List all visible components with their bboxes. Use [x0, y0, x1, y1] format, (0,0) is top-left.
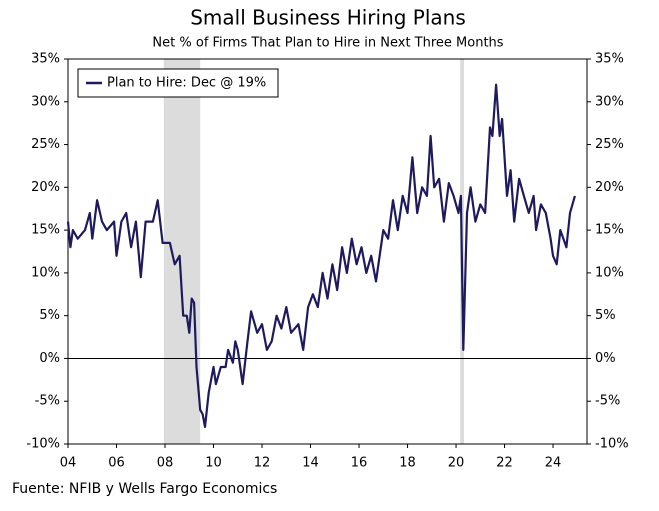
- plot-frame: [67, 58, 588, 445]
- x-tick-label: 04: [60, 456, 77, 471]
- y2-tick-label: 30%: [595, 94, 624, 109]
- y-tick-label: 25%: [31, 137, 60, 152]
- y2-tick-label: -10%: [595, 437, 629, 452]
- y-tick-label: 10%: [31, 265, 60, 280]
- recession-shade: [163, 59, 201, 444]
- x-tick-label: 18: [399, 456, 416, 471]
- y-tick-label: 20%: [31, 180, 60, 195]
- y-tick-label: 5%: [39, 308, 60, 323]
- x-tick-label: 20: [448, 456, 465, 471]
- legend-box: [77, 68, 279, 98]
- y2-tick-label: 15%: [595, 223, 624, 238]
- source: Fuente: NFIB y Wells Fargo Economics: [12, 481, 277, 497]
- x-tick-label: 16: [351, 456, 368, 471]
- y-tick-label: 15%: [31, 223, 60, 238]
- y2-tick-label: 35%: [595, 52, 624, 67]
- x-tick-label: 22: [496, 456, 513, 471]
- y-tick-label: 35%: [31, 52, 60, 67]
- y-tick-label: -5%: [35, 394, 60, 409]
- y2-tick-label: 20%: [595, 180, 624, 195]
- x-tick-label: 08: [157, 456, 174, 471]
- y2-tick-label: 0%: [595, 351, 616, 366]
- series-line: [66, 83, 576, 428]
- x-tick-label: 06: [108, 456, 125, 471]
- x-tick-label: 12: [254, 456, 271, 471]
- x-tick-label: 14: [302, 456, 319, 471]
- chart-subtitle: Net % of Firms That Plan to Hire in Next…: [152, 36, 503, 51]
- y-tick-label: 0%: [39, 351, 60, 366]
- y2-tick-label: 10%: [595, 265, 624, 280]
- y-tick-label: -10%: [26, 437, 60, 452]
- y2-tick-label: 25%: [595, 137, 624, 152]
- y2-tick-label: -5%: [595, 394, 620, 409]
- y2-tick-label: 5%: [595, 308, 616, 323]
- y-tick-label: 30%: [31, 94, 60, 109]
- chart-title: Small Business Hiring Plans: [190, 6, 466, 30]
- legend-label: Plan to Hire: Dec @ 19%: [107, 76, 266, 91]
- x-tick-label: 24: [545, 456, 562, 471]
- x-tick-label: 10: [205, 456, 222, 471]
